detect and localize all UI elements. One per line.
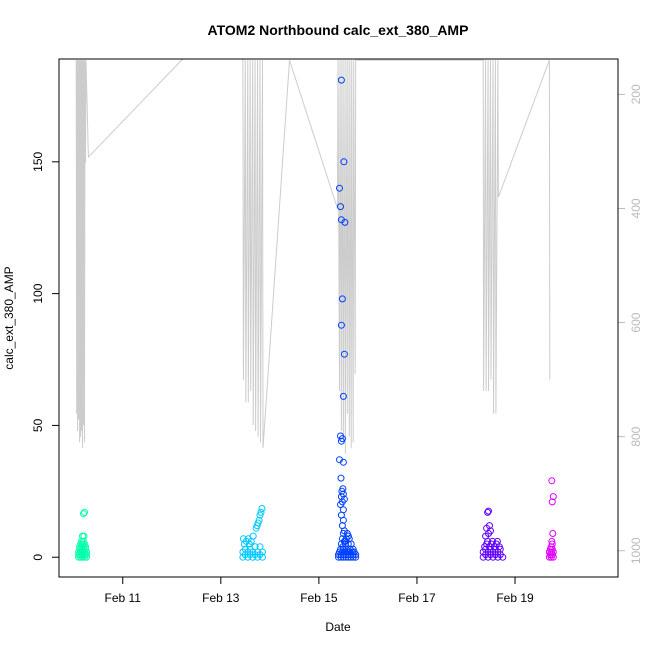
y-axis-label: calc_ext_380_AMP: [2, 266, 16, 369]
data-point-series-2: [249, 532, 257, 540]
data-point-series-3: [339, 506, 347, 514]
data-point-series-3: [337, 76, 345, 84]
data-point-series-3: [338, 522, 346, 530]
y2-tick-label: 200: [629, 84, 643, 104]
data-point-series-3: [336, 456, 343, 464]
data-point-series-3: [339, 485, 347, 493]
x-axis-label: Date: [325, 620, 351, 634]
x-tick-label: Feb 13: [202, 591, 240, 605]
data-point-series-5: [549, 530, 557, 537]
x-tick-label: Feb 11: [105, 591, 142, 605]
data-point-series-3: [338, 295, 346, 303]
data-point-series-2: [239, 535, 247, 543]
data-point-series-2: [241, 545, 249, 553]
y2-tick-label: 600: [629, 312, 643, 332]
data-point-series-4: [486, 522, 493, 530]
data-point-series-4: [484, 508, 492, 516]
data-point-series-4: [485, 507, 492, 515]
y-tick-label: 50: [31, 418, 45, 432]
data-point-series-3: [344, 532, 352, 540]
data-point-series-3: [337, 216, 345, 224]
data-point-series-3: [340, 158, 348, 166]
data-point-series-3: [337, 203, 344, 211]
data-point-series-3: [337, 432, 344, 440]
y2-tick-label: 1000: [629, 537, 643, 564]
chart-title: ATOM2 Northbound calc_ext_380_AMP: [208, 22, 469, 38]
data-point-series-5: [548, 537, 556, 545]
data-point-series-3: [340, 350, 348, 358]
data-point-series-5: [548, 477, 556, 485]
data-point-series-2: [251, 543, 259, 551]
data-point-series-5: [549, 493, 557, 501]
data-point-series-4: [493, 537, 501, 545]
data-point-series-2: [258, 505, 266, 512]
data-point-series-4: [489, 537, 496, 545]
data-point-series-2: [255, 516, 263, 524]
data-point-series-3: [337, 321, 345, 329]
data-point-series-5: [548, 540, 556, 548]
x-tick-label: Feb 19: [496, 591, 534, 605]
data-point-series-3: [340, 537, 348, 545]
secondary-line-layer: [75, 58, 551, 454]
data-point-series-1: [80, 510, 87, 518]
data-point-series-3: [339, 392, 347, 400]
x-tick-label: Feb 15: [300, 591, 338, 605]
data-point-series-2: [256, 543, 264, 551]
scatter-points-layer: [75, 76, 557, 561]
y-tick-label: 0: [31, 554, 45, 561]
data-point-series-1: [80, 532, 88, 540]
y2-tick-label: 400: [629, 198, 643, 218]
y2-tick-label: 800: [629, 426, 643, 446]
data-point-series-1: [81, 508, 88, 516]
data-point-series-1: [80, 537, 87, 545]
y-tick-label: 150: [31, 151, 45, 171]
data-point-series-3: [337, 474, 345, 482]
data-point-series-5: [548, 498, 556, 506]
x-tick-label: Feb 17: [398, 591, 436, 605]
secondary-series-line: [75, 58, 551, 454]
axes-layer: Feb 11 Feb 13 Feb 15 Feb 17 Feb 19 0 50 100 150 2…: [31, 84, 643, 605]
data-point-series-2: [257, 508, 265, 516]
plot-frame: [58, 58, 619, 578]
data-point-series-3: [336, 184, 343, 192]
y-tick-label: 100: [31, 283, 45, 303]
